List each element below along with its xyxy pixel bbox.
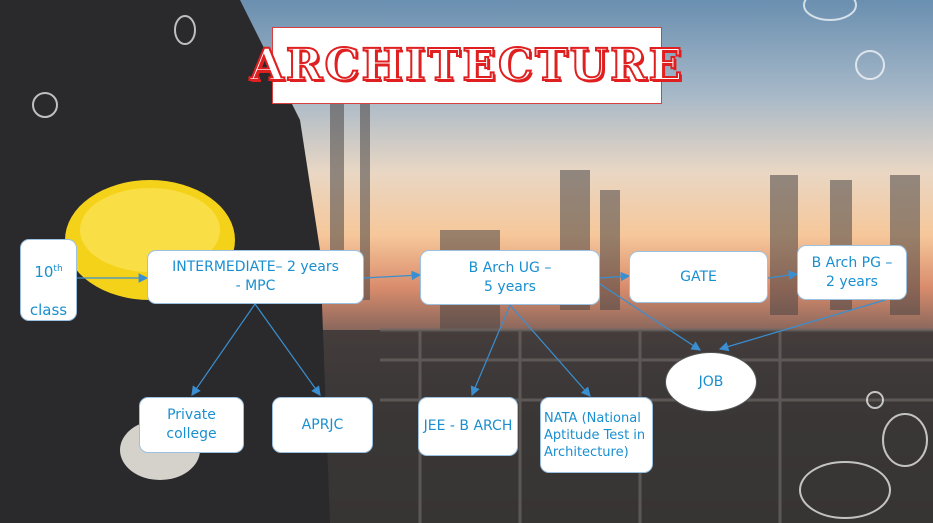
node-gate: GATE <box>629 251 768 303</box>
arrow-gate-to-barch-pg <box>767 270 799 280</box>
arrow-barch-ug-to-gate <box>599 271 631 282</box>
node-barch-pg: B Arch PG – 2 years <box>797 245 907 300</box>
water-drops <box>32 0 928 519</box>
node-10th-class: 10th class <box>20 239 77 321</box>
arrow-barch-ug-to-job <box>599 283 702 351</box>
node-nata: NATA (National Aptitude Test in Architec… <box>540 397 653 473</box>
arrow-intermediate-to-private-college <box>191 303 256 396</box>
arrow-barch-pg-to-job <box>718 299 886 352</box>
arrow-barch-ug-to-nata <box>509 304 591 397</box>
arrow-intermediate-to-aprjc <box>254 303 321 396</box>
node-private-college: Private college <box>139 397 244 453</box>
page-title: ARCHITECTURE <box>249 39 685 92</box>
node-jee-barch: JEE - B ARCH <box>418 397 518 456</box>
title-box: ARCHITECTURE <box>249 27 683 104</box>
arrow-barch-ug-to-jee <box>470 304 511 397</box>
node-intermediate: INTERMEDIATE– 2 years - MPC <box>147 250 364 304</box>
arrow-intermediate-to-barch-ug <box>363 270 422 281</box>
node-aprjc: APRJC <box>272 397 373 453</box>
node-barch-ug: B Arch UG – 5 years <box>420 250 600 305</box>
node-job: JOB <box>665 352 757 412</box>
